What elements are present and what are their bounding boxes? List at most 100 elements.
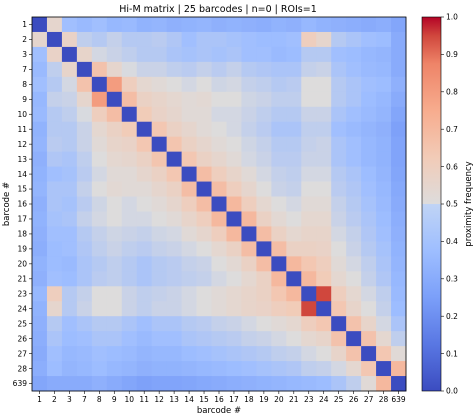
heatmap-cell [106,376,123,392]
heatmap-cell [346,211,362,227]
heatmap-cell [76,316,93,332]
heatmap-cell [226,121,242,138]
heatmap-cell [166,121,182,138]
heatmap-cell [46,17,63,33]
heatmap-cell [301,91,317,108]
heatmap-cell [181,256,197,272]
heatmap-cell [256,76,272,93]
heatmap-cell [301,61,317,78]
heatmap-cell [361,151,377,167]
heatmap-cell [391,211,407,227]
heatmap-cell [316,46,332,63]
x-tick-label: 7 [82,395,87,404]
heatmap-cell [91,346,108,362]
heatmap-cell [361,256,377,272]
heatmap-cell [106,121,123,138]
heatmap-cell [46,271,63,287]
heatmap-cell [241,17,257,33]
heatmap-cell [121,121,138,138]
heatmap-cell [361,346,377,362]
heatmap-cell [151,121,168,138]
heatmap-cell [46,151,63,167]
heatmap-cell [136,91,153,108]
heatmap-cell [196,196,212,212]
heatmap-cell [151,17,168,33]
heatmap-cell [121,301,138,317]
heatmap-cell [211,271,227,287]
heatmap-cell [91,46,108,63]
heatmap-cell [241,346,257,362]
x-tick-label: 15 [199,395,209,404]
heatmap-cell [32,151,48,167]
heatmap-cell [91,61,108,78]
heatmap-cell [76,301,93,317]
heatmap-cell [181,196,197,212]
heatmap-cell [286,61,302,78]
heatmap-cell [61,76,78,93]
heatmap-cell [196,31,212,48]
heatmap-cell [316,331,332,347]
heatmap-cell [316,121,332,138]
heatmap-cell [181,136,197,153]
heatmap-cell [361,91,377,108]
heatmap-cell [106,91,123,108]
heatmap-cell [181,181,197,197]
heatmap-cell [376,286,392,302]
heatmap-cell [241,331,257,347]
heatmap-cell [226,151,242,167]
heatmap-cell [271,256,287,272]
y-axis-ticks: 1237891011121314151617181920212324252627… [13,20,32,388]
heatmap-cell [346,256,362,272]
heatmap-cell [316,361,332,377]
heatmap-cell [181,121,197,138]
heatmap-cell [361,196,377,212]
heatmap-cell [211,196,227,212]
heatmap-cell [136,256,153,272]
colorbar-tick-label: 0.3 [446,275,458,284]
heatmap-cell [106,17,123,33]
heatmap-cell [151,196,168,212]
heatmap-cell [151,241,168,257]
heatmap-cell [346,316,362,332]
heatmap-cell [376,271,392,287]
heatmap-cell [226,181,242,197]
heatmap-cell [316,181,332,197]
heatmap-cell [376,166,392,182]
heatmap-cell [151,361,168,377]
heatmap-cell [76,17,93,33]
heatmap-cell [241,121,257,138]
heatmap-cell [61,316,78,332]
heatmap-cell [106,316,123,332]
heatmap-cell [286,346,302,362]
colorbar-tick-label: 0.2 [446,312,458,321]
heatmap-cell [136,331,153,347]
heatmap-cell [121,226,138,242]
heatmap-cell [376,316,392,332]
heatmap-cell [181,91,197,108]
heatmap-cell [61,121,78,138]
heatmap-cell [301,76,317,93]
heatmap-cell [271,226,287,242]
heatmap-cell [166,91,182,108]
heatmap-cell [211,166,227,182]
heatmap-cell [136,316,153,332]
heatmap-cell [136,76,153,93]
x-tick-label: 639 [391,395,406,404]
heatmap-cell [121,76,138,93]
heatmap-cell [301,46,317,63]
heatmap-cell [301,316,317,332]
heatmap-cell [106,226,123,242]
heatmap-cell [346,181,362,197]
heatmap-cell [61,256,78,272]
heatmap-cell [256,211,272,227]
heatmap-cell [391,301,407,317]
heatmap-cell [256,271,272,287]
heatmap-cell [181,166,197,182]
heatmap-cell [391,271,407,287]
heatmap-cell [226,286,242,302]
heatmap-cell [301,346,317,362]
heatmap-cell [166,136,182,153]
heatmap-cell [106,181,123,197]
heatmap-cell [91,271,108,287]
heatmap-cell [46,181,63,197]
